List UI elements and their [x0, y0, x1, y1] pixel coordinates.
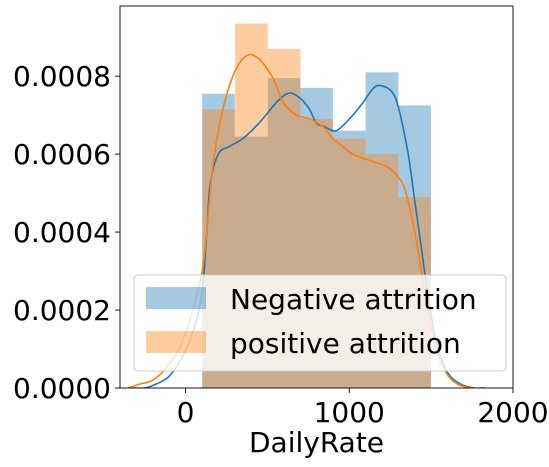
x-tick-label: 1000: [314, 396, 385, 429]
x-tick-label: 0: [177, 396, 195, 429]
y-tick-label: 0.0004: [13, 216, 111, 249]
y-tick-label: 0.0002: [13, 294, 111, 327]
legend-swatch: [146, 331, 206, 353]
y-tick-label: 0.0000: [13, 372, 111, 405]
legend-swatch: [146, 287, 206, 309]
axes-frame: [119, 5, 514, 389]
legend-label: Negative attrition: [230, 283, 477, 316]
y-tick-label: 0.0008: [13, 60, 111, 93]
legend-label: positive attrition: [230, 327, 461, 360]
x-tick-label: 2000: [477, 396, 548, 429]
x-axis-label: DailyRate: [249, 426, 384, 459]
legend-box: [133, 274, 507, 372]
y-tick-label: 0.0006: [13, 138, 111, 171]
axes-layer: 0 1000 2000 0.0000 0.0002 0.0004 0.0006 0.0008: [13, 5, 549, 429]
legend: Negative attrition positive attrition: [133, 274, 507, 372]
